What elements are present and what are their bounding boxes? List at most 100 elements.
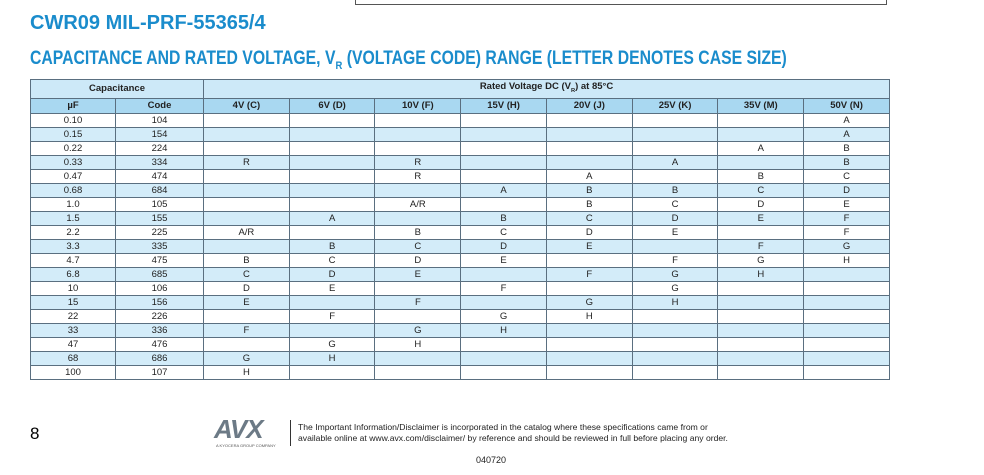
table-cell: C: [374, 238, 462, 254]
table-row: 1.5 155 A B C D E F: [30, 210, 890, 226]
table-cell: 476: [114, 336, 205, 352]
table-cell: A: [460, 182, 547, 198]
column-header: Code: [114, 97, 205, 114]
table-row: 0.22 224 A B: [30, 140, 890, 156]
table-cell: 475: [114, 252, 205, 268]
table-cell: [803, 350, 890, 366]
table-cell: 22: [30, 308, 116, 324]
table-cell: F: [374, 294, 462, 310]
table-cell: [374, 308, 462, 324]
table-row: 3.3 335 B C D E F G: [30, 238, 890, 254]
table-cell: D: [374, 252, 462, 268]
table-cell: R: [374, 154, 462, 170]
subtitle-text: CAPACITANCE AND RATED VOLTAGE, V: [30, 48, 336, 69]
table-cell: [203, 196, 290, 212]
table-cell: [460, 336, 547, 352]
table-cell: G: [631, 266, 719, 282]
table-cell: [374, 364, 462, 380]
column-header: 25V (K): [631, 97, 719, 114]
table-cell: 6.8: [30, 266, 116, 282]
table-cell: 156: [114, 294, 205, 310]
table-cell: D: [545, 224, 633, 240]
table-cell: 105: [114, 196, 205, 212]
column-header: 35V (M): [717, 97, 805, 114]
group-header: Capacitance: [29, 79, 205, 99]
table-cell: 15: [30, 294, 116, 310]
table-cell: H: [631, 294, 719, 310]
table-row: 6.8 685 C D E F G H: [30, 266, 890, 282]
table-cell: C: [203, 266, 290, 282]
table-cell: [288, 126, 376, 142]
table-cell: [631, 238, 719, 254]
table: Capacitance Rated Voltage DC (VR) at 85°…: [29, 79, 890, 380]
table-cell: [717, 336, 805, 352]
table-cell: [545, 154, 633, 170]
table-cell: R: [203, 154, 290, 170]
table-cell: 0.22: [30, 140, 116, 156]
table-cell: [717, 308, 805, 324]
subtitle-text: (VOLTAGE CODE) RANGE (LETTER DENOTES CAS…: [342, 48, 787, 69]
table-cell: B: [631, 182, 719, 198]
table-cell: [203, 182, 290, 198]
table-cell: F: [717, 238, 805, 254]
table-row: 0.10 104 A: [30, 112, 890, 128]
table-cell: 0.10: [30, 112, 116, 128]
column-header: 20V (J): [545, 97, 633, 114]
table-cell: [545, 336, 633, 352]
table-cell: C: [288, 252, 376, 268]
column-header: 4V (C): [203, 97, 290, 114]
table-cell: [203, 140, 290, 156]
table-cell: 10: [30, 280, 116, 296]
column-header: µF: [30, 97, 116, 114]
table-cell: [374, 182, 462, 198]
table-row: 0.15 154 A: [30, 126, 890, 142]
table-cell: 47: [30, 336, 116, 352]
table-cell: A: [803, 112, 890, 128]
title: CWR09 MIL-PRF-55365/4: [30, 12, 266, 34]
table-cell: [460, 294, 547, 310]
table-cell: 1.5: [30, 210, 116, 226]
table-cell: C: [545, 210, 633, 226]
table-cell: [203, 168, 290, 184]
table-row: 15 156 E F G H: [30, 294, 890, 310]
subtitle: CAPACITANCE AND RATED VOLTAGE, VR (VOLTA…: [30, 48, 787, 72]
table-cell: G: [288, 336, 376, 352]
table-cell: [203, 336, 290, 352]
table-cell: D: [288, 266, 376, 282]
table-cell: F: [803, 224, 890, 240]
table-cell: [631, 322, 719, 338]
table-cell: A: [803, 126, 890, 142]
table-cell: G: [545, 294, 633, 310]
table-cell: [545, 322, 633, 338]
table-cell: [288, 112, 376, 128]
table-row: 2.2 225 A/R B C D E F: [30, 224, 890, 240]
table-cell: [717, 154, 805, 170]
table-cell: [288, 322, 376, 338]
table-cell: [203, 210, 290, 226]
table-cell: G: [374, 322, 462, 338]
table-cell: 336: [114, 322, 205, 338]
table-cell: [288, 182, 376, 198]
table-cell: [717, 224, 805, 240]
table-cell: A: [545, 168, 633, 184]
table-cell: 224: [114, 140, 205, 156]
table-cell: [803, 322, 890, 338]
subscript: R: [570, 87, 576, 94]
table-cell: [631, 308, 719, 324]
table-cell: [803, 308, 890, 324]
table-cell: E: [803, 196, 890, 212]
table-cell: A: [631, 154, 719, 170]
table-cell: 1.0: [30, 196, 116, 212]
table-cell: [717, 322, 805, 338]
table-cell: [460, 126, 547, 142]
table-cell: 0.47: [30, 168, 116, 184]
table-cell: 2.2: [30, 224, 116, 240]
logo-tagline: A KYOCERA GROUP COMPANY: [216, 443, 276, 448]
table-cell: [545, 112, 633, 128]
table-row: 10 106 D E F G: [30, 280, 890, 296]
table-cell: [374, 126, 462, 142]
table-cell: H: [545, 308, 633, 324]
table-cell: 334: [114, 154, 205, 170]
table-cell: B: [460, 210, 547, 226]
table-cell: 104: [114, 112, 205, 128]
